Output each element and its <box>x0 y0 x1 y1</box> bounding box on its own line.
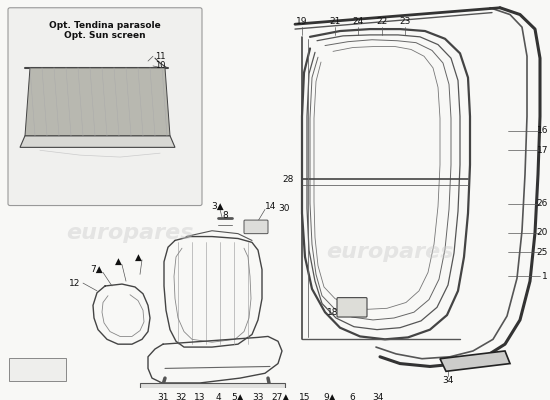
Text: 19: 19 <box>296 17 308 26</box>
Text: 12: 12 <box>69 278 81 288</box>
Text: 3▲: 3▲ <box>212 202 224 211</box>
Text: 11: 11 <box>155 52 166 61</box>
Text: 18: 18 <box>327 308 339 317</box>
FancyBboxPatch shape <box>140 383 285 394</box>
Text: 21: 21 <box>329 17 340 26</box>
Text: 10: 10 <box>155 62 166 70</box>
FancyBboxPatch shape <box>244 220 268 234</box>
Text: 5▲: 5▲ <box>232 393 244 400</box>
Text: 8: 8 <box>222 211 228 220</box>
Text: 20: 20 <box>537 228 548 237</box>
Text: Opt. Sun screen: Opt. Sun screen <box>64 31 146 40</box>
Text: 4: 4 <box>215 393 221 400</box>
Text: 28: 28 <box>283 175 294 184</box>
Text: ▲: ▲ <box>135 252 141 262</box>
Text: 31: 31 <box>157 393 169 400</box>
Text: 6: 6 <box>349 393 355 400</box>
Polygon shape <box>20 136 175 147</box>
Text: 34: 34 <box>372 393 384 400</box>
Text: 33: 33 <box>252 393 264 400</box>
Text: 14: 14 <box>265 202 277 211</box>
Text: 23: 23 <box>399 17 411 26</box>
Text: 17: 17 <box>536 146 548 155</box>
FancyBboxPatch shape <box>9 358 66 381</box>
Text: 16: 16 <box>536 126 548 135</box>
Text: ▲ = 2: ▲ = 2 <box>22 364 52 374</box>
Text: 30: 30 <box>278 204 290 213</box>
Polygon shape <box>440 351 510 371</box>
Polygon shape <box>25 68 170 136</box>
Text: 22: 22 <box>376 17 388 26</box>
Text: Opt. Tendina parasole: Opt. Tendina parasole <box>49 21 161 30</box>
Text: 26: 26 <box>537 199 548 208</box>
Text: europares: europares <box>66 223 194 243</box>
Text: 27▲: 27▲ <box>271 393 289 400</box>
Text: 32: 32 <box>175 393 186 400</box>
Text: 9▲: 9▲ <box>324 393 336 400</box>
Text: 15: 15 <box>299 393 311 400</box>
Text: 25: 25 <box>537 248 548 256</box>
Text: 13: 13 <box>194 393 206 400</box>
FancyBboxPatch shape <box>337 298 367 317</box>
Text: europares: europares <box>326 242 454 262</box>
Text: 24: 24 <box>353 17 364 26</box>
Text: ▲: ▲ <box>114 257 122 266</box>
Text: 7▲: 7▲ <box>91 265 103 274</box>
Text: 1: 1 <box>542 272 548 281</box>
Text: 34: 34 <box>442 376 454 384</box>
Text: 29: 29 <box>354 308 366 317</box>
FancyBboxPatch shape <box>8 8 202 206</box>
